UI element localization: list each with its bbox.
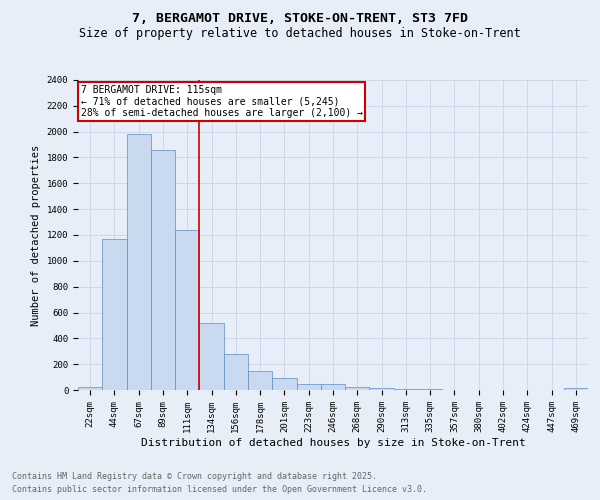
Bar [370, 388, 394, 390]
X-axis label: Distribution of detached houses by size in Stoke-on-Trent: Distribution of detached houses by size … [140, 438, 526, 448]
Bar [78, 387, 102, 390]
Text: Contains HM Land Registry data © Crown copyright and database right 2025.: Contains HM Land Registry data © Crown c… [12, 472, 377, 481]
Bar [102, 239, 127, 390]
Bar [175, 230, 199, 390]
Bar [272, 378, 296, 390]
Text: 7, BERGAMOT DRIVE, STOKE-ON-TRENT, ST3 7FD: 7, BERGAMOT DRIVE, STOKE-ON-TRENT, ST3 7… [132, 12, 468, 26]
Bar [199, 324, 224, 390]
Bar [296, 384, 321, 390]
Bar [394, 388, 418, 390]
Text: Size of property relative to detached houses in Stoke-on-Trent: Size of property relative to detached ho… [79, 28, 521, 40]
Bar [151, 150, 175, 390]
Bar [321, 384, 345, 390]
Bar [224, 354, 248, 390]
Bar [345, 387, 370, 390]
Bar [127, 134, 151, 390]
Y-axis label: Number of detached properties: Number of detached properties [31, 144, 41, 326]
Text: 7 BERGAMOT DRIVE: 115sqm
← 71% of detached houses are smaller (5,245)
28% of sem: 7 BERGAMOT DRIVE: 115sqm ← 71% of detach… [80, 84, 362, 118]
Text: Contains public sector information licensed under the Open Government Licence v3: Contains public sector information licen… [12, 485, 427, 494]
Bar [564, 388, 588, 390]
Bar [248, 370, 272, 390]
